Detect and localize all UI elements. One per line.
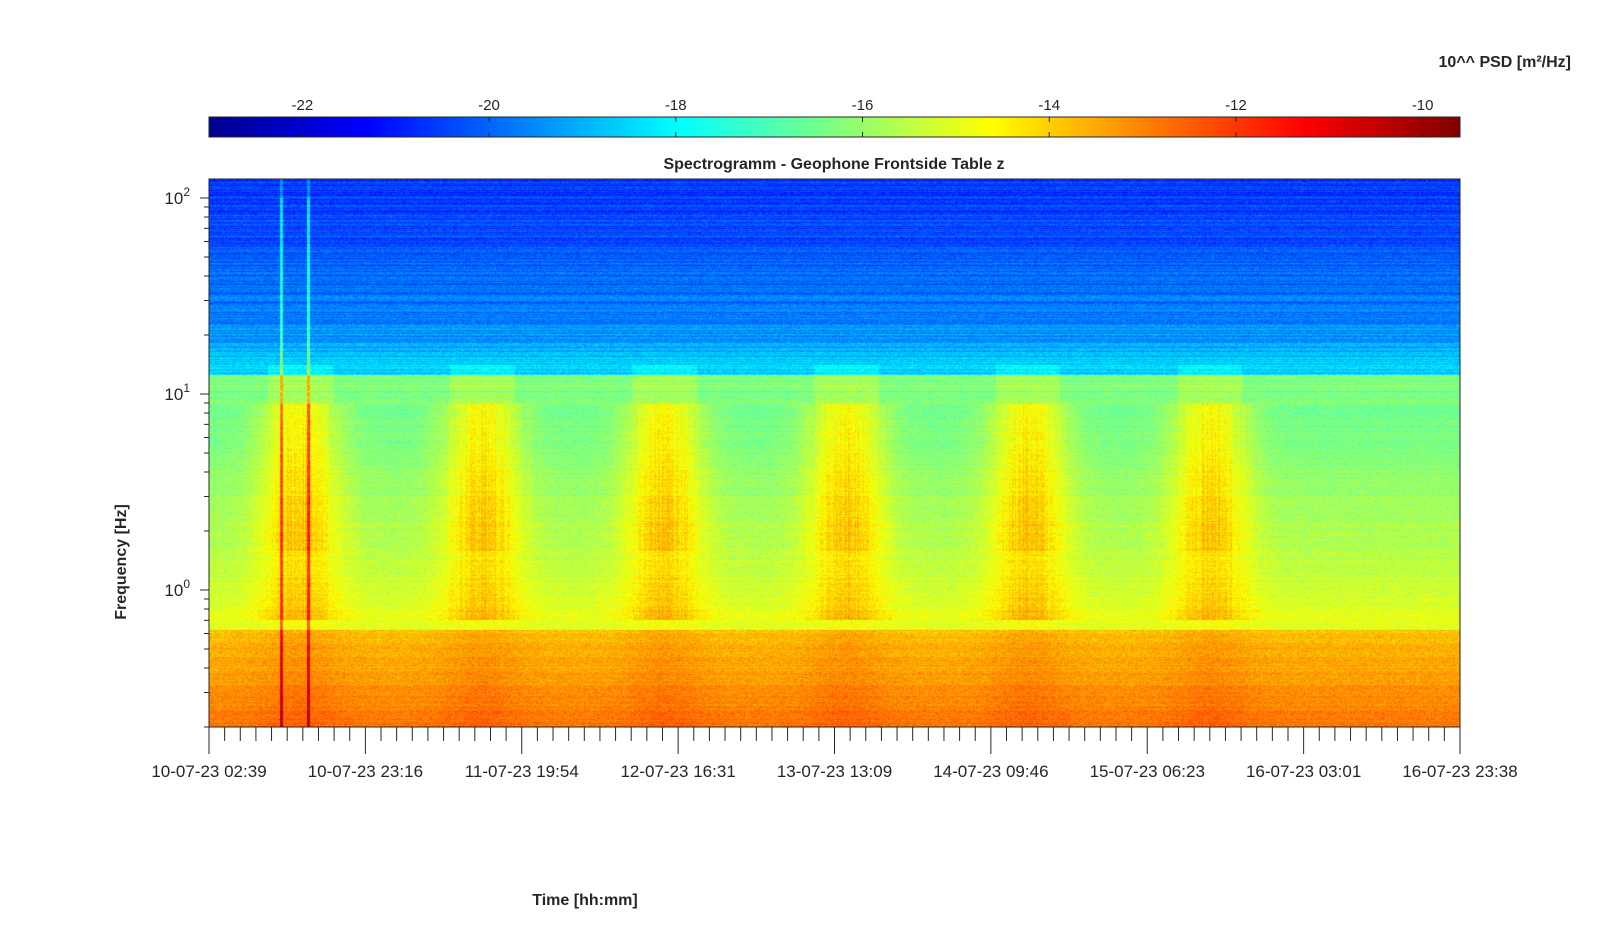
x-axis: 10-07-23 02:39 10-07-23 23:16 11-07-23 19:… bbox=[151, 727, 1518, 781]
x-tick-label: 12-07-23 16:31 bbox=[620, 762, 735, 781]
x-tick-label: 16-07-23 03:01 bbox=[1246, 762, 1361, 781]
x-axis-label: Time [hh:mm] bbox=[532, 892, 637, 909]
y-axis: 102 101 100 bbox=[164, 185, 209, 728]
colorbar-ticks: -22 -20 -18 -16 -14 -12 -10 bbox=[292, 97, 1434, 137]
x-tick-label: 10-07-23 23:16 bbox=[308, 762, 423, 781]
spectrogram-image bbox=[209, 179, 1460, 727]
x-tick-label: 14-07-23 09:46 bbox=[933, 762, 1048, 781]
colorbar-tick-label: -10 bbox=[1412, 97, 1434, 114]
colorbar-label: 10^^ PSD [m²/Hz] bbox=[1439, 54, 1571, 71]
colorbar bbox=[208, 116, 1461, 138]
y-tick-label: 101 bbox=[164, 381, 190, 404]
chart-title: Spectrogramm - Geophone Frontside Table … bbox=[663, 156, 1004, 173]
colorbar-tick-label: -22 bbox=[292, 97, 314, 114]
y-tick-label: 102 bbox=[164, 185, 190, 208]
colorbar-tick-label: -14 bbox=[1038, 97, 1060, 114]
x-tick-label: 10-07-23 02:39 bbox=[151, 762, 266, 781]
colorbar-tick-label: -12 bbox=[1225, 97, 1247, 114]
plot-frame bbox=[208, 178, 1461, 728]
y-axis-label: Frequency [Hz] bbox=[113, 504, 130, 620]
colorbar-tick-label: -18 bbox=[665, 97, 687, 114]
x-tick-label: 11-07-23 19:54 bbox=[465, 762, 579, 781]
y-tick-label: 100 bbox=[164, 577, 190, 600]
x-tick-label: 13-07-23 13:09 bbox=[777, 762, 892, 781]
x-tick-label: 16-07-23 23:38 bbox=[1402, 762, 1517, 781]
colorbar-tick-label: -16 bbox=[852, 97, 874, 114]
colorbar-tick-label: -20 bbox=[478, 97, 500, 114]
x-tick-label: 15-07-23 06:23 bbox=[1090, 762, 1205, 781]
